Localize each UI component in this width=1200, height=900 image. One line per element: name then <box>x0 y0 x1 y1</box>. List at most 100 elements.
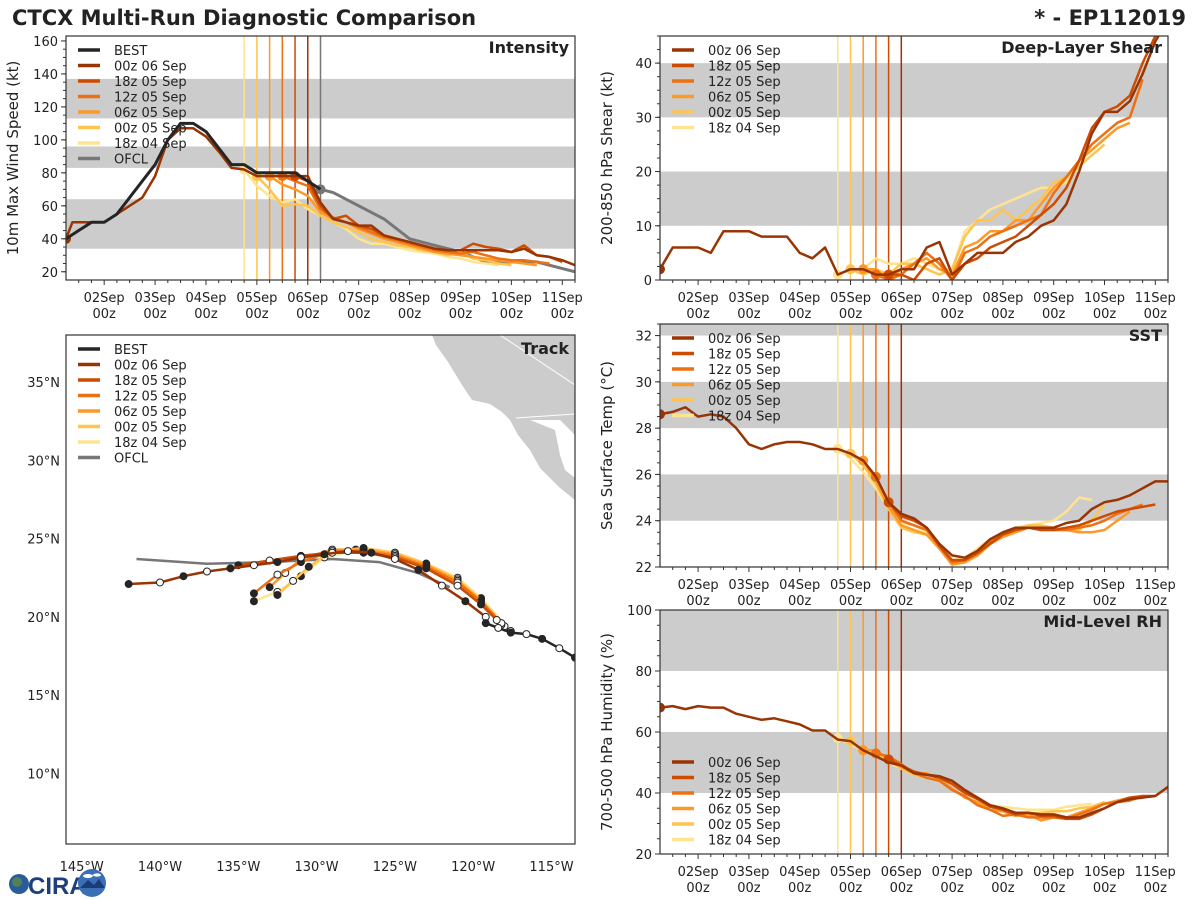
x-tick-label: 04Sep <box>185 291 226 306</box>
y-tick-label: 20 <box>635 166 652 181</box>
y-tick-label: 28 <box>635 422 652 437</box>
legend-label: 12z 05 Sep <box>114 91 187 106</box>
x-tick-label: 00z <box>839 307 863 322</box>
y-tick-label: 22 <box>635 561 652 576</box>
x-tick-label: 00z <box>1144 881 1168 896</box>
legend-label: 00z 05 Sep <box>708 106 781 121</box>
y-tick-label: 24 <box>635 515 652 530</box>
track-position-marker <box>461 597 470 606</box>
x-tick-label: 00z <box>1144 307 1168 322</box>
legend-label: 00z 05 Sep <box>708 394 781 409</box>
x-tick-label: 03Sep <box>728 291 769 306</box>
x-tick-label: 00z <box>1042 881 1066 896</box>
x-tick-label: 00z <box>296 307 320 322</box>
x-tick-label: 07Sep <box>932 578 973 593</box>
x-tick-label: 00z <box>449 307 473 322</box>
x-tick-label: 00z <box>940 307 964 322</box>
y-tick-label: 30 <box>635 111 652 126</box>
lat-label: 10°N <box>27 768 60 783</box>
legend-label: 00z 06 Sep <box>114 359 187 374</box>
x-tick-label: 00z <box>245 307 269 322</box>
x-tick-label: 11Sep <box>542 291 583 306</box>
x-tick-label: 00z <box>991 594 1015 609</box>
x-tick-label: 07Sep <box>932 291 973 306</box>
track-position-marker <box>414 565 423 574</box>
x-tick-label: 00z <box>890 307 914 322</box>
track-position-marker <box>494 623 503 632</box>
x-tick-label: 00z <box>839 881 863 896</box>
threshold-band <box>660 474 1168 521</box>
track-plot-area <box>124 335 575 662</box>
track-position-marker <box>155 578 164 587</box>
y-tick-label: 40 <box>41 233 58 248</box>
legend-label: 00z 06 Sep <box>708 44 781 59</box>
x-tick-label: 10Sep <box>491 291 532 306</box>
x-tick-label: 00z <box>737 307 761 322</box>
track-position-marker <box>265 583 274 592</box>
x-tick-label: 00z <box>347 307 371 322</box>
legend-label: OFCL <box>114 153 149 168</box>
x-tick-label: 00z <box>92 307 116 322</box>
track-line-12z-05-sep <box>253 549 503 625</box>
track-position-marker <box>289 576 298 585</box>
legend-label: 18z 04 Sep <box>708 410 781 425</box>
legend-label: 18z 04 Sep <box>708 834 781 849</box>
x-tick-label: 11Sep <box>1135 578 1176 593</box>
x-tick-label: 03Sep <box>135 291 176 306</box>
lat-label: 30°N <box>27 454 60 469</box>
y-tick-label: 160 <box>33 35 58 50</box>
legend-label: 06z 05 Sep <box>708 803 781 818</box>
x-tick-label: 05Sep <box>830 578 871 593</box>
y-tick-label: 20 <box>635 848 652 863</box>
series-line-00z-06-sep <box>66 127 575 267</box>
x-tick-label: 00z <box>839 594 863 609</box>
series-line-18z-04-sep <box>243 168 499 267</box>
x-tick-label: 06Sep <box>881 578 922 593</box>
track-position-marker <box>477 600 486 609</box>
intensity-plot-area <box>66 36 575 280</box>
legend-label: 12z 05 Sep <box>708 787 781 802</box>
series-line-best <box>66 121 322 241</box>
series-line-00z-05-sep <box>850 143 1106 276</box>
legend-label: 12z 05 Sep <box>708 75 781 90</box>
logo-text: CIRA <box>28 873 87 898</box>
main-title: CTCX Multi-Run Diagnostic Comparison <box>12 6 477 30</box>
x-tick-label: 00z <box>788 881 812 896</box>
x-tick-label: 00z <box>890 881 914 896</box>
series-line-00z-06-sep <box>660 36 1160 276</box>
x-tick-label: 08Sep <box>982 865 1023 880</box>
y-tick-label: 0 <box>644 274 652 289</box>
lon-label: 115°W <box>529 860 573 875</box>
lat-label: 35°N <box>27 376 60 391</box>
series-line-00z-06-sep <box>660 406 1168 559</box>
y-tick-label: 80 <box>41 167 58 182</box>
track-position-marker <box>296 553 305 562</box>
x-tick-label: 00z <box>143 307 167 322</box>
rh-chart: 2040608010002Sep00z03Sep00z04Sep00z05Sep… <box>598 604 1176 896</box>
x-tick-label: 06Sep <box>881 865 922 880</box>
x-tick-label: 00z <box>500 307 524 322</box>
x-tick-label: 03Sep <box>728 578 769 593</box>
x-tick-label: 04Sep <box>779 578 820 593</box>
track-position-marker <box>249 597 258 606</box>
track-position-marker <box>304 562 313 571</box>
legend-label: 00z 05 Sep <box>708 818 781 833</box>
x-tick-label: 00z <box>686 881 710 896</box>
track-position-marker <box>522 630 531 639</box>
x-tick-label: 04Sep <box>779 291 820 306</box>
legend-label: 00z 05 Sep <box>114 122 187 137</box>
lat-label: 20°N <box>27 611 60 626</box>
y-tick-label: 100 <box>627 604 652 619</box>
threshold-band <box>660 732 1168 793</box>
x-tick-label: 08Sep <box>389 291 430 306</box>
x-tick-label: 00z <box>788 307 812 322</box>
legend-label: 18z 05 Sep <box>708 348 781 363</box>
track-position-marker <box>453 581 462 590</box>
sst-panel-title: SST <box>1129 326 1162 345</box>
x-tick-label: 09Sep <box>1033 291 1074 306</box>
legend-label: 18z 04 Sep <box>114 137 187 152</box>
